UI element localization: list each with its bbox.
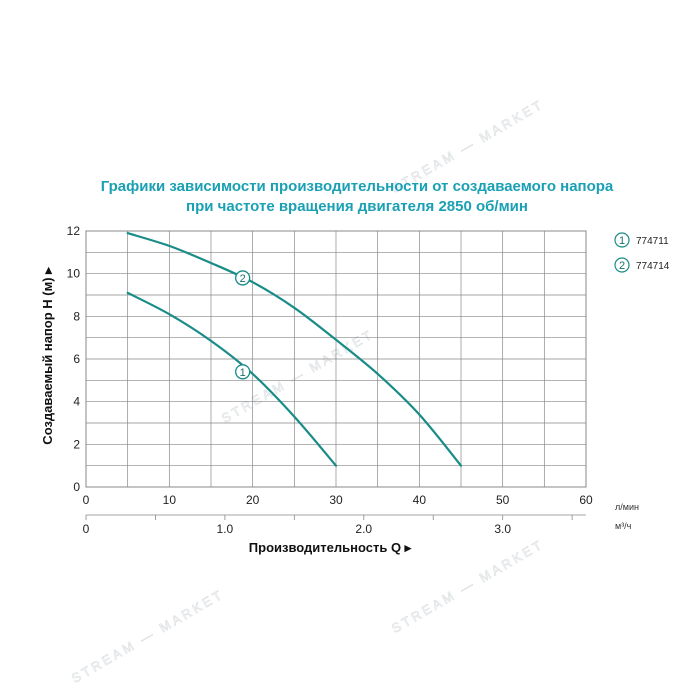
legend-item-2: 2 774714 bbox=[614, 257, 670, 273]
y-axis-label: Создаваемый напор H (м) ▸ bbox=[40, 266, 55, 445]
watermark-text-0: STREAM — MARKET bbox=[69, 586, 227, 686]
chart-title-line-2: при частоте вращения двигателя 2850 об/м… bbox=[186, 198, 528, 215]
legend-marker-2-number: 2 bbox=[619, 260, 625, 272]
y-tick-label: 0 bbox=[73, 480, 80, 494]
chart-title-line-1: Графики зависимости производительности о… bbox=[101, 178, 614, 195]
y-tick-label: 10 bbox=[67, 267, 81, 281]
x-tick-label: 0 bbox=[83, 493, 90, 507]
y-tick-label: 12 bbox=[67, 224, 81, 238]
x2-tick-label: 1.0 bbox=[217, 522, 234, 536]
y-tick-label: 4 bbox=[73, 395, 80, 409]
series-marker-number-2: 2 bbox=[240, 273, 246, 285]
series-marker-2 bbox=[235, 270, 251, 286]
y-tick-label: 6 bbox=[73, 352, 80, 366]
x2-tick-label: 0 bbox=[83, 522, 90, 536]
x-tick-label: 40 bbox=[413, 493, 427, 507]
y-tick-label: 2 bbox=[73, 437, 80, 451]
plot-grid bbox=[85, 230, 587, 488]
legend-label-1: 774711 bbox=[636, 236, 669, 247]
legend-item-1: 1 774711 bbox=[614, 232, 669, 248]
watermark-text-1: STREAM — MARKET bbox=[389, 536, 547, 636]
series-line-774711 bbox=[126, 291, 338, 467]
series-line-774714 bbox=[126, 232, 463, 467]
x-tick-label: 30 bbox=[329, 493, 343, 507]
series-marker-number-1: 1 bbox=[240, 367, 246, 379]
x-tick-label: 20 bbox=[246, 493, 260, 507]
x-axis-unit-lmin: л/мин bbox=[615, 502, 639, 512]
x-axis-label: Производительность Q ▸ bbox=[249, 540, 413, 555]
legend-label-2: 774714 bbox=[636, 261, 670, 272]
x-axis-unit-m3h: м³/ч bbox=[615, 521, 632, 531]
legend: 1 774711 2 774714 bbox=[614, 232, 670, 273]
legend-marker-1-number: 1 bbox=[619, 235, 625, 247]
legend-marker-1 bbox=[614, 232, 630, 248]
x2-tick-label: 2.0 bbox=[355, 522, 372, 536]
legend-marker-2 bbox=[614, 257, 630, 273]
y-tick-label: 8 bbox=[73, 309, 80, 323]
x-tick-label: 60 bbox=[579, 493, 593, 507]
x-tick-label: 10 bbox=[163, 493, 177, 507]
x2-tick-label: 3.0 bbox=[494, 522, 511, 536]
x-tick-label: 50 bbox=[496, 493, 510, 507]
series-marker-1 bbox=[235, 364, 251, 380]
series-layer: 12 bbox=[126, 232, 463, 467]
